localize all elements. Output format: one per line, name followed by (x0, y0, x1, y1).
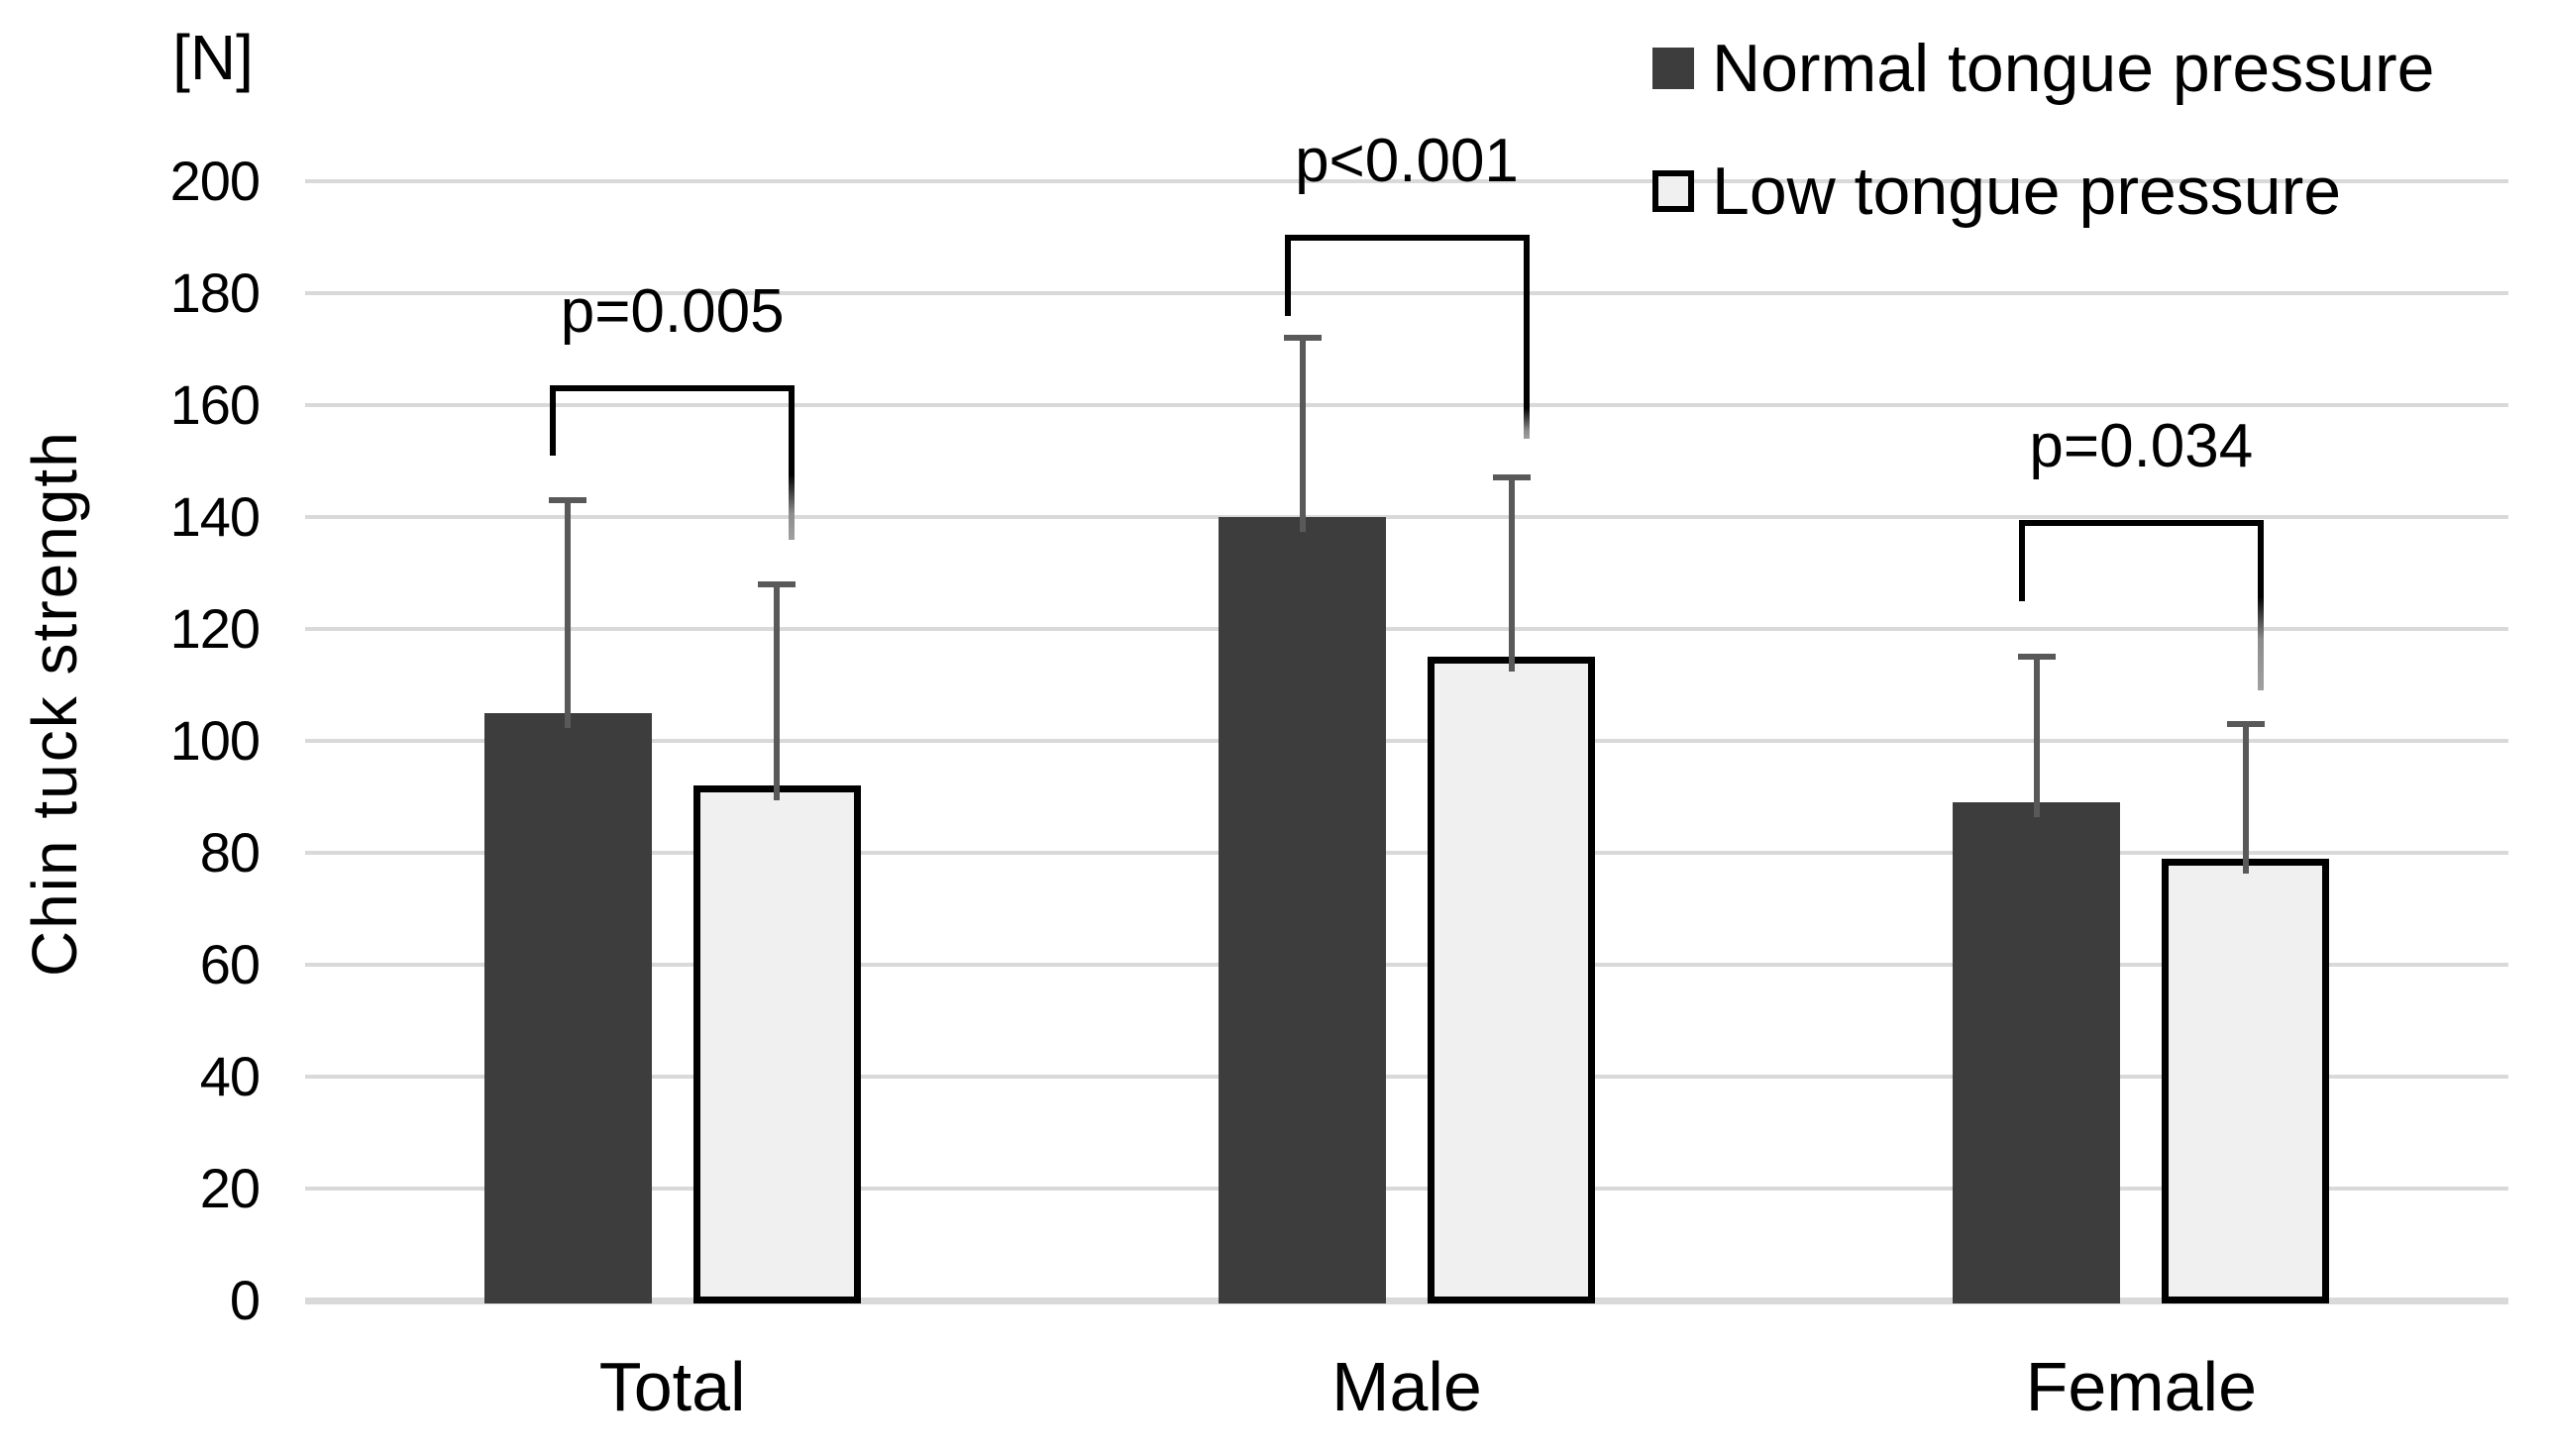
significance-bracket-right-leg-total (789, 385, 796, 540)
legend-label-low: Low tongue pressure (1712, 154, 2342, 229)
significance-bracket-right-leg-male (1523, 234, 1530, 439)
gridline-180 (305, 291, 2508, 295)
x-axis-line (305, 1298, 2508, 1304)
y-tick-label-180: 180 (169, 261, 261, 324)
p-value-label-male: p<0.001 (1295, 126, 1519, 195)
gridline-200 (305, 179, 2508, 183)
gridline-80 (305, 851, 2508, 855)
y-tick-label-140: 140 (169, 485, 261, 548)
bar-normal-male (1219, 517, 1386, 1303)
significance-bracket-left-leg-male (1284, 234, 1291, 316)
legend: Normal tongue pressure Low tongue pressu… (1652, 26, 2434, 234)
p-value-label-female: p=0.034 (2029, 411, 2254, 480)
gridline-120 (305, 627, 2508, 631)
bar-normal-total (483, 712, 652, 1303)
category-label-male: Male (1331, 1348, 1482, 1425)
gridline-160 (305, 403, 2508, 407)
category-label-female: Female (2025, 1348, 2258, 1425)
significance-bracket-left-leg-total (550, 385, 557, 456)
error-bar-cap-female-low (2226, 721, 2265, 728)
error-bar-male-normal (1299, 338, 1306, 532)
error-bar-cap-female-normal (2017, 654, 2056, 661)
significance-bracket-left-leg-female (2018, 519, 2025, 601)
y-tick-label-0: 0 (229, 1269, 261, 1331)
y-tick-label-20: 20 (199, 1157, 261, 1219)
error-bar-total-low (774, 583, 781, 801)
significance-bracket-total (550, 385, 796, 392)
error-bar-cap-male-normal (1283, 335, 1322, 342)
gridline-60 (305, 963, 2508, 967)
gridline-140 (305, 515, 2508, 519)
y-tick-label-60: 60 (199, 933, 261, 995)
bar-normal-female (1953, 802, 2121, 1303)
y-tick-label-200: 200 (169, 150, 261, 212)
p-value-label-total: p=0.005 (560, 277, 785, 347)
significance-bracket-male (1284, 234, 1530, 241)
y-tick-label-160: 160 (169, 373, 261, 436)
significance-bracket-female (2018, 519, 2264, 526)
gridline-40 (305, 1075, 2508, 1079)
category-label-total: Total (598, 1348, 746, 1425)
error-bar-male-low (1508, 477, 1515, 673)
y-tick-label-120: 120 (169, 597, 261, 660)
y-axis-unit-label: [N] (172, 22, 254, 93)
legend-label-normal: Normal tongue pressure (1712, 31, 2435, 106)
error-bar-cap-total-normal (549, 497, 587, 504)
error-bar-total-normal (565, 500, 572, 728)
y-tick-label-100: 100 (169, 709, 261, 772)
y-tick-label-80: 80 (199, 821, 261, 884)
gridline-20 (305, 1187, 2508, 1191)
error-bar-cap-male-low (1492, 474, 1531, 481)
legend-item-normal: Normal tongue pressure (1652, 26, 2434, 111)
gridline-100 (305, 739, 2508, 743)
legend-swatch-normal-icon (1652, 48, 1694, 89)
bar-low-male (1428, 657, 1595, 1303)
significance-bracket-right-leg-female (2257, 519, 2264, 691)
error-bar-female-normal (2033, 657, 2040, 818)
legend-swatch-low-icon (1652, 170, 1694, 212)
error-bar-female-low (2242, 724, 2249, 874)
bar-low-total (692, 785, 861, 1303)
y-axis-title: Chin tuck strength (19, 430, 90, 977)
bar-low-female (2162, 858, 2330, 1303)
legend-item-low: Low tongue pressure (1652, 149, 2434, 234)
y-tick-label-40: 40 (199, 1045, 261, 1107)
error-bar-cap-total-low (758, 580, 797, 587)
